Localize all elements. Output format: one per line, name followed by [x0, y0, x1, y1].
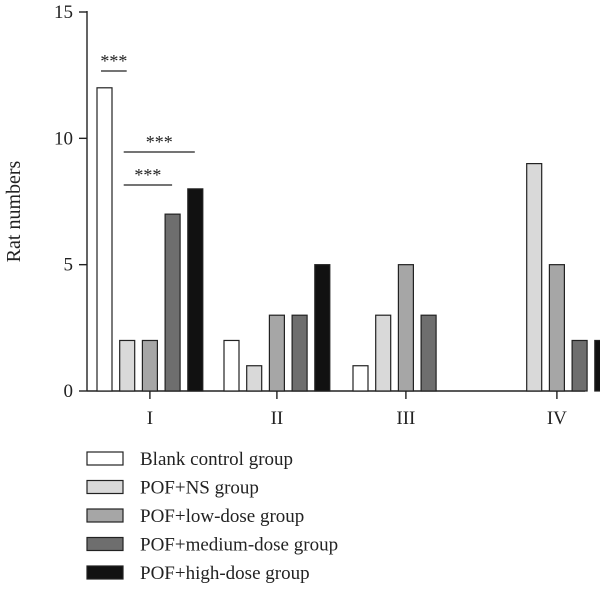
legend: Blank control group POF+NS group POF+low-d… — [86, 449, 338, 584]
legend-label-2: POF+low-dose group — [140, 506, 304, 527]
significance-label: *** — [100, 51, 127, 71]
legend-swatch-1 — [86, 479, 124, 495]
bar-IV-series-2 — [548, 264, 566, 392]
legend-swatch-2 — [86, 508, 124, 523]
legend-swatch-4 — [86, 565, 124, 580]
significance-label: *** — [134, 165, 161, 185]
y-tick-label: 5 — [64, 255, 74, 276]
x-tick-label: IV — [547, 408, 567, 429]
x-tick-label: I — [147, 408, 153, 429]
bar-II-series-2 — [268, 314, 285, 392]
bar-III-series-0 — [352, 365, 369, 392]
x-tick-label: II — [271, 408, 284, 429]
legend-label-3: POF+medium-dose group — [140, 535, 338, 556]
legend-label-4: POF+high-dose group — [140, 563, 310, 584]
bar-III-series-2 — [397, 264, 414, 392]
bar-I-series-2 — [141, 339, 158, 392]
y-tick-label: 10 — [54, 128, 73, 149]
bar-I-series-0 — [96, 87, 113, 392]
x-tick-label: III — [396, 408, 415, 429]
bar-IV-series-3 — [571, 339, 588, 392]
bar-I-series-4 — [187, 188, 204, 392]
legend-label-1: POF+NS group — [140, 478, 259, 499]
legend-swatch-3 — [86, 536, 124, 552]
y-axis-title: Rat numbers — [3, 160, 25, 262]
bar-IV-series-1 — [526, 163, 543, 392]
bar-I-series-1 — [119, 339, 136, 392]
y-tick-label: 15 — [54, 2, 73, 23]
bar-IV-series-4 — [594, 339, 600, 392]
bar-III-series-1 — [375, 314, 392, 392]
bar-II-series-4 — [314, 264, 331, 392]
legend-label-0: Blank control group — [140, 449, 293, 470]
bar-II-series-1 — [246, 365, 263, 392]
bar-III-series-3 — [420, 314, 437, 392]
bar-II-series-0 — [223, 339, 240, 392]
bar-I-series-3 — [164, 213, 181, 392]
y-tick-label: 0 — [64, 381, 74, 402]
bar-II-series-3 — [291, 314, 308, 392]
significance-label: *** — [146, 132, 173, 152]
legend-swatch-0 — [86, 451, 124, 466]
